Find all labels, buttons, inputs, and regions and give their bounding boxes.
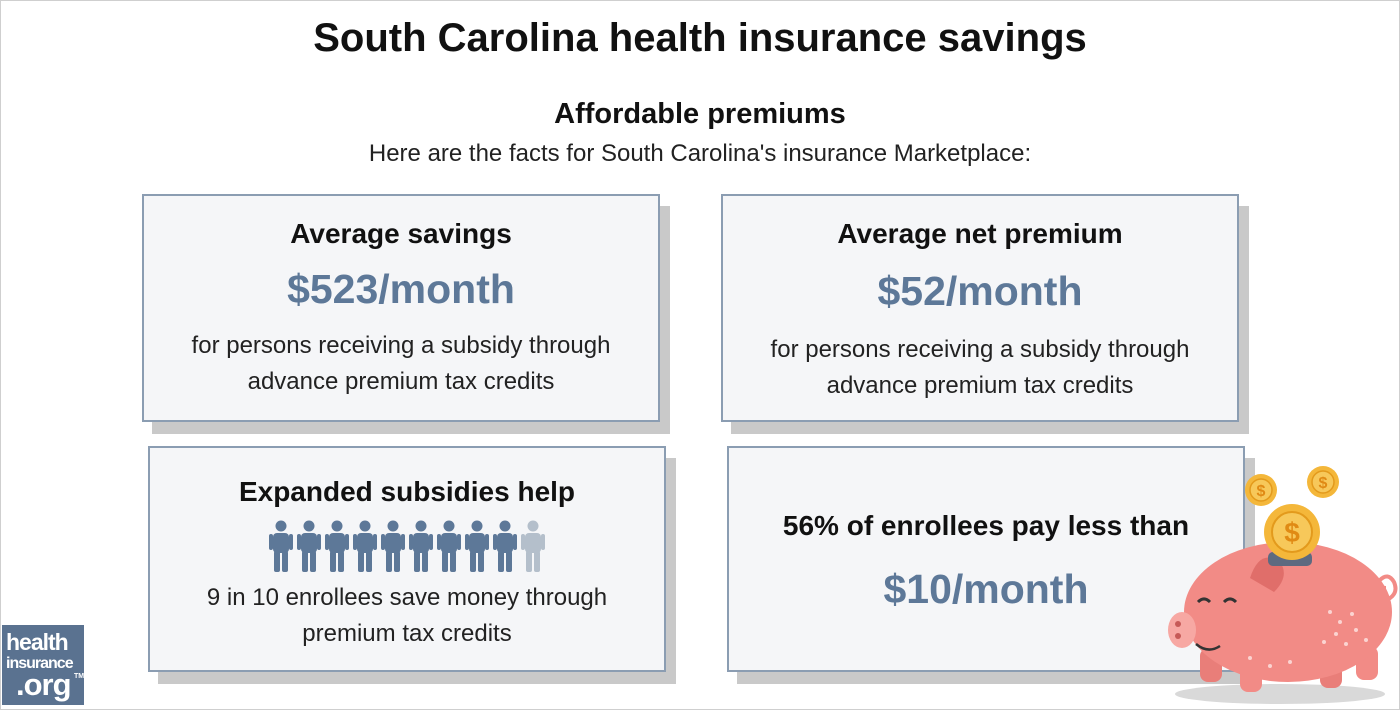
pig-snout bbox=[1168, 612, 1196, 648]
pig-body bbox=[1184, 542, 1392, 682]
card-heading: 56% of enrollees pay less than bbox=[782, 510, 1190, 541]
person-icon bbox=[437, 520, 461, 572]
card-heading: Average savings bbox=[290, 218, 512, 249]
piggy-bank-icon: $ $ $ bbox=[1168, 466, 1398, 704]
person-icon bbox=[381, 520, 405, 572]
person-icon bbox=[493, 520, 517, 572]
card-note-line2: premium tax credits bbox=[302, 620, 512, 647]
healthinsurance-org-logo: health insurance .org TM bbox=[2, 625, 84, 705]
coin-icon: $ bbox=[1307, 466, 1339, 498]
svg-text:$: $ bbox=[1284, 517, 1300, 548]
card-heading: Average net premium bbox=[837, 218, 1123, 249]
card-note-line1: for persons receiving a subsidy through bbox=[770, 336, 1190, 363]
page-title: South Carolina health insurance savings bbox=[313, 16, 1087, 60]
card-note-line2: advance premium tax credits bbox=[826, 372, 1134, 399]
coin-icon: $ bbox=[1264, 504, 1320, 560]
svg-text:$: $ bbox=[1319, 475, 1328, 492]
people-pictogram bbox=[150, 520, 664, 572]
average-net-premium-card: Average net premium $52/month for person… bbox=[721, 194, 1239, 422]
card-note-line1: for persons receiving a subsidy through bbox=[191, 332, 611, 359]
card-note-line2: advance premium tax credits bbox=[247, 368, 555, 395]
person-icon bbox=[297, 520, 321, 572]
person-icon bbox=[325, 520, 349, 572]
logo-line3: .org bbox=[16, 667, 72, 702]
card-value: $10/month bbox=[883, 566, 1089, 612]
coin-icon: $ bbox=[1245, 474, 1277, 506]
person-icon bbox=[521, 520, 545, 572]
logo-line2: insurance bbox=[6, 655, 74, 672]
pig-eye bbox=[1222, 597, 1238, 604]
logo-trademark: TM bbox=[74, 673, 85, 680]
person-icon bbox=[353, 520, 377, 572]
person-icon bbox=[465, 520, 489, 572]
person-icon bbox=[409, 520, 433, 572]
expanded-subsidies-card: Expanded subsidies help 9 in 10 enrollee… bbox=[148, 446, 666, 672]
section-subtitle: Affordable premiums bbox=[554, 98, 846, 130]
pig-eye bbox=[1196, 597, 1212, 604]
card-note-line1: 9 in 10 enrollees save money through bbox=[206, 584, 608, 611]
card-heading: Expanded subsidies help bbox=[238, 476, 576, 507]
average-savings-card: Average savings $523/month for persons r… bbox=[142, 194, 660, 422]
logo-line1: health bbox=[6, 629, 69, 655]
intro-text: Here are the facts for South Carolina's … bbox=[368, 140, 1032, 167]
person-icon bbox=[269, 520, 293, 572]
pig-shadow bbox=[1175, 684, 1385, 704]
card-value: $52/month bbox=[877, 268, 1083, 314]
pig-ear bbox=[1250, 557, 1284, 592]
card-value: $523/month bbox=[287, 266, 515, 312]
svg-text:$: $ bbox=[1257, 483, 1266, 500]
low-premium-card: 56% of enrollees pay less than $10/month bbox=[727, 446, 1245, 672]
